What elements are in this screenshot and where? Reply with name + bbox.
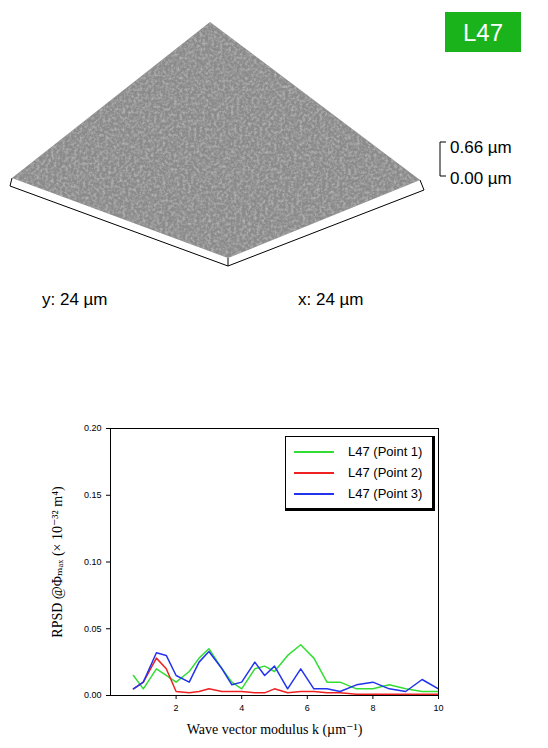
svg-text:0.10: 0.10 — [84, 557, 102, 567]
svg-text:0.00 µm: 0.00 µm — [450, 169, 512, 188]
html-text:L47 (Point 3): L47 (Point 3) — [348, 486, 423, 501]
svg-text:8: 8 — [370, 703, 375, 713]
svg-text:x: 24 µm: x: 24 µm — [298, 290, 364, 309]
svg-text:6: 6 — [305, 703, 310, 713]
svg-text:RPSD @Φₘₐₓ (× 10⁻³² m⁴): RPSD @Φₘₐₓ (× 10⁻³² m⁴) — [50, 486, 66, 638]
svg-text:0.66 µm: 0.66 µm — [450, 138, 512, 157]
html-text:L47 (Point 1): L47 (Point 1) — [348, 444, 423, 459]
svg-text:0.15: 0.15 — [84, 490, 102, 500]
svg-text:0.20: 0.20 — [84, 423, 102, 433]
svg-text:2: 2 — [174, 703, 179, 713]
html-text:L47 (Point 2): L47 (Point 2) — [348, 465, 423, 480]
svg-text:L47: L47 — [463, 19, 503, 46]
svg-text:10: 10 — [433, 703, 443, 713]
svg-text:0.05: 0.05 — [84, 624, 102, 634]
svg-text:Wave vector modulus k (µm⁻¹): Wave vector modulus k (µm⁻¹) — [187, 722, 363, 738]
svg-text:0.00: 0.00 — [84, 690, 102, 700]
svg-text:y: 24 µm: y: 24 µm — [42, 290, 108, 309]
svg-text:4: 4 — [239, 703, 244, 713]
